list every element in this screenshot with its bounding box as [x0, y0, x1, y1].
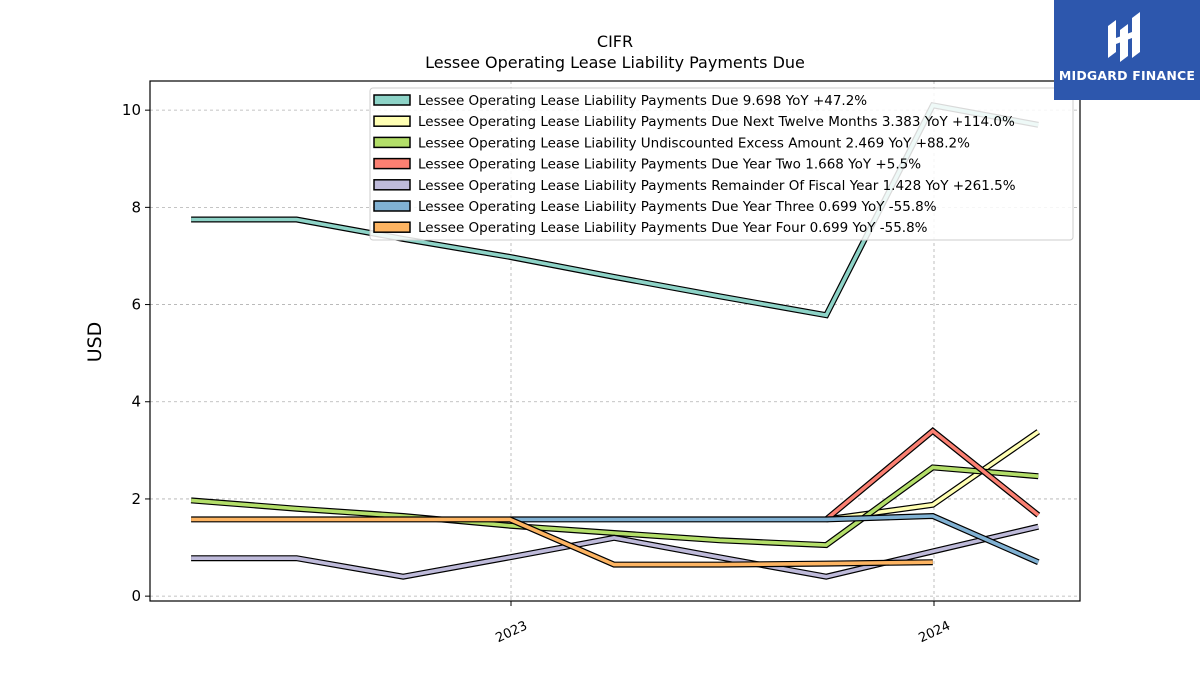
legend-label: Lessee Operating Lease Liability Payment… — [418, 220, 928, 236]
series-stroke — [825, 428, 1040, 521]
legend-swatch — [373, 200, 411, 212]
x-tick-label: 2024 — [916, 619, 952, 647]
legend-item: Lessee Operating Lease Liability Payment… — [373, 157, 921, 173]
chart-subtitle: Lessee Operating Lease Liability Payment… — [425, 53, 805, 72]
x-tick-label: 2023 — [493, 619, 529, 647]
legend-item: Lessee Operating Lease Liability Payment… — [373, 114, 1015, 130]
y-tick-label: 8 — [131, 198, 141, 216]
series-line-7 — [191, 516, 933, 568]
legend-swatch — [373, 136, 411, 149]
series-line-3 — [190, 464, 1039, 549]
legend-label: Lessee Operating Lease Liability Payment… — [418, 114, 1015, 130]
legend-box — [369, 87, 1074, 241]
midgard-logo-icon — [1108, 12, 1140, 62]
series-line-6 — [509, 512, 1040, 565]
legend-item: Lessee Operating Lease Liability Payment… — [373, 220, 928, 236]
legend-swatch — [373, 115, 411, 127]
chart-title: CIFR — [597, 32, 633, 51]
legend-swatch — [373, 94, 411, 106]
y-tick-label: 6 — [131, 296, 141, 314]
series-stroke — [825, 430, 1040, 522]
brand-name: MIDGARD FINANCE — [1058, 68, 1196, 83]
y-tick-label: 10 — [122, 101, 141, 119]
legend-item: Lessee Operating Lease Liability Payment… — [373, 199, 937, 215]
legend-label: Lessee Operating Lease Liability Payment… — [418, 199, 937, 215]
legend-label: Lessee Operating Lease Liability Payment… — [418, 178, 1016, 194]
legend-swatch — [373, 221, 411, 233]
legend-label: Lessee Operating Lease Liability Payment… — [418, 157, 921, 173]
series-line-4 — [824, 427, 1041, 522]
series-lines — [190, 101, 1041, 580]
y-axis-label: USD — [84, 322, 106, 363]
y-tick-label: 2 — [131, 490, 141, 508]
y-tick-label: 4 — [131, 393, 141, 411]
series-line-2 — [825, 429, 1041, 523]
legend-label: Lessee Operating Lease Liability Payment… — [418, 93, 867, 109]
plot-frame — [149, 80, 1081, 602]
legend-swatch — [373, 179, 411, 191]
legend-item: Lessee Operating Lease Liability Undisco… — [373, 135, 970, 151]
series-stroke — [191, 517, 933, 567]
series-stroke — [509, 514, 1040, 564]
legend-swatch — [373, 157, 411, 170]
midgard-logo: MIDGARD FINANCE — [1054, 0, 1200, 100]
legend-item: Lessee Operating Lease Liability Payment… — [373, 93, 867, 109]
legend: Lessee Operating Lease Liability Payment… — [369, 87, 1074, 241]
y-tick-label: 0 — [131, 587, 141, 605]
legend-label: Lessee Operating Lease Liability Undisco… — [418, 135, 970, 151]
legend-item: Lessee Operating Lease Liability Payment… — [373, 178, 1016, 194]
series-stroke — [190, 465, 1039, 547]
